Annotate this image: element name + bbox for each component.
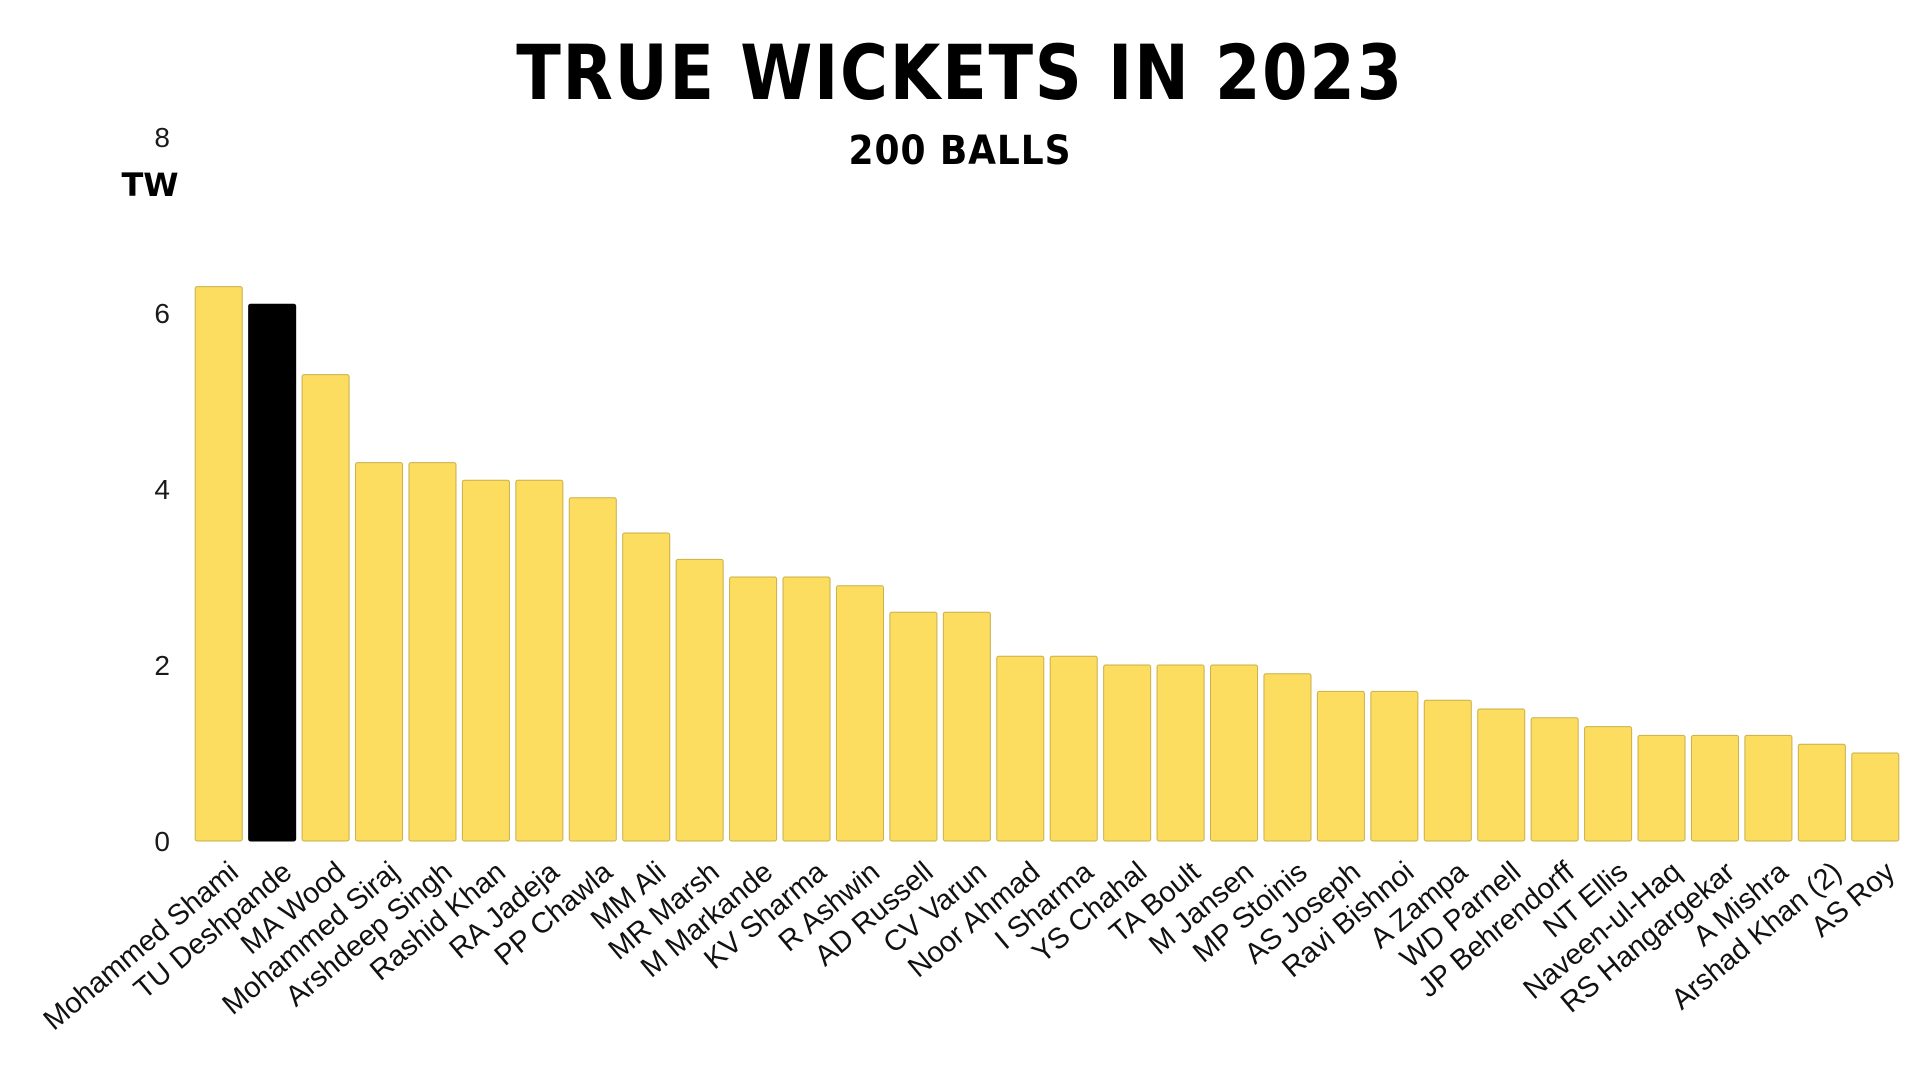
chart-title: TRUE WICKETS IN 2023 [516, 28, 1404, 117]
bar[interactable] [568, 497, 617, 842]
y-tick-label: 8 [154, 122, 170, 153]
bar[interactable] [408, 462, 457, 842]
bar[interactable] [1370, 690, 1419, 842]
y-axis-label: TW [121, 166, 178, 204]
bar[interactable] [889, 611, 938, 842]
bar[interactable] [729, 576, 778, 842]
bar[interactable] [782, 576, 831, 842]
bar[interactable] [1423, 699, 1472, 842]
bar[interactable] [996, 655, 1045, 842]
bar[interactable] [1851, 752, 1900, 842]
bar[interactable] [301, 374, 350, 842]
bar[interactable] [1584, 726, 1633, 842]
bar[interactable] [1797, 743, 1846, 842]
bars-group [194, 286, 1900, 842]
bar[interactable] [942, 611, 991, 842]
bar[interactable] [194, 286, 243, 842]
bar[interactable] [1530, 717, 1579, 842]
bar[interactable] [1316, 690, 1365, 842]
bar[interactable] [1263, 673, 1312, 842]
y-tick-label: 6 [154, 298, 170, 329]
bar[interactable] [622, 532, 671, 842]
y-tick-label: 0 [154, 826, 170, 857]
bar[interactable] [675, 558, 724, 842]
bar[interactable] [1103, 664, 1152, 842]
bar[interactable] [515, 479, 564, 842]
bar[interactable] [1690, 734, 1739, 842]
bar[interactable] [1477, 708, 1526, 842]
y-axis: 0 2 4 6 8 [154, 122, 170, 857]
bar[interactable] [355, 462, 404, 842]
bar[interactable] [461, 479, 510, 842]
bar[interactable] [1210, 664, 1259, 842]
bar[interactable] [1744, 734, 1793, 842]
bar[interactable] [1637, 734, 1686, 842]
y-tick-label: 2 [154, 650, 170, 681]
chart-subtitle: 200 BALLS [848, 128, 1072, 174]
bar[interactable] [1156, 664, 1205, 842]
bar[interactable] [248, 303, 297, 842]
bar[interactable] [1049, 655, 1098, 842]
y-tick-label: 4 [154, 474, 170, 505]
bar[interactable] [835, 585, 884, 842]
